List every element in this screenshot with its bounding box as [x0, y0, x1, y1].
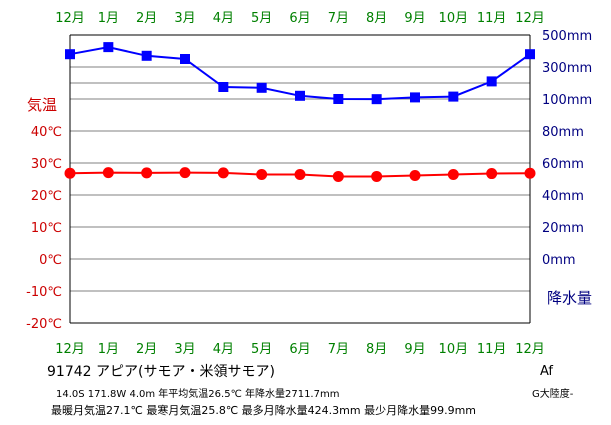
- temperature-tick-label: -20℃: [26, 317, 62, 332]
- precipitation-point: [410, 92, 420, 103]
- month-label-bottom: 12月: [55, 342, 85, 357]
- temperature-point: [102, 167, 114, 179]
- precipitation-tick-label: 100mm: [542, 93, 592, 108]
- temperature-tick-label: 30℃: [31, 157, 62, 172]
- precipitation-tick-label: 40mm: [542, 189, 584, 204]
- temperature-point: [256, 169, 268, 181]
- month-label-top: 4月: [213, 11, 234, 26]
- month-label-top: 9月: [404, 11, 425, 26]
- month-label-top: 10月: [439, 11, 469, 26]
- temperature-point: [486, 168, 498, 180]
- month-label-bottom: 11月: [477, 342, 507, 357]
- precipitation-point: [141, 50, 152, 61]
- month-label-top: 6月: [289, 11, 310, 26]
- temperature-point: [447, 169, 459, 181]
- continentality: G大陸度-: [532, 389, 574, 400]
- precipitation-point: [525, 49, 535, 60]
- month-label-top: 1月: [98, 11, 119, 26]
- precipitation-tick-label: 20mm: [542, 221, 584, 236]
- temperature-point: [141, 167, 153, 179]
- month-label-top: 12月: [55, 11, 85, 26]
- month-label-bottom: 7月: [328, 342, 349, 357]
- month-label-top: 11月: [477, 11, 507, 26]
- month-label-bottom: 2月: [136, 342, 157, 357]
- temperature-point: [371, 170, 383, 182]
- month-label-bottom: 8月: [366, 342, 387, 357]
- month-label-bottom: 9月: [404, 342, 425, 357]
- temperature-point: [64, 167, 76, 179]
- precipitation-tick-label: 80mm: [542, 125, 584, 140]
- precipitation-point: [486, 76, 497, 87]
- precipitation-point: [448, 91, 459, 102]
- temperature-point: [332, 170, 344, 182]
- month-label-bottom: 3月: [174, 342, 195, 357]
- temperature-point: [294, 169, 306, 181]
- temperature-point: [179, 167, 191, 179]
- month-label-top: 3月: [174, 11, 195, 26]
- month-label-top: 12月: [515, 11, 545, 26]
- month-label-bottom: 4月: [213, 342, 234, 357]
- precipitation-tick-label: 60mm: [542, 157, 584, 172]
- temperature-tick-label: 20℃: [31, 189, 62, 204]
- precipitation-tick-label: 0mm: [542, 253, 576, 268]
- precipitation-tick-label: 500mm: [542, 29, 592, 44]
- month-label-top: 5月: [251, 11, 272, 26]
- precipitation-point: [103, 42, 114, 53]
- temperature-tick-label: 10℃: [31, 221, 62, 236]
- month-label-top: 8月: [366, 11, 387, 26]
- month-label-bottom: 10月: [439, 342, 469, 357]
- precipitation-point: [295, 90, 305, 101]
- temperature-tick-label: -10℃: [26, 285, 62, 300]
- station-name: 91742 アピア(サモア・米領サモア): [47, 364, 275, 380]
- koppen-class: Af: [540, 364, 554, 379]
- precipitation-axis-label: 降水量: [547, 289, 592, 307]
- temperature-tick-label: 40℃: [31, 125, 62, 140]
- precipitation-point: [218, 82, 229, 92]
- temperature-tick-label: 0℃: [39, 253, 62, 268]
- month-label-bottom: 12月: [515, 342, 545, 357]
- temperature-point: [217, 167, 229, 179]
- month-label-bottom: 6月: [289, 342, 310, 357]
- precipitation-point: [256, 82, 267, 93]
- precipitation-point: [333, 94, 344, 104]
- station-extremes: 最暖月気温27.1℃ 最寒月気温25.8℃ 最多月降水量424.3mm 最少月降…: [51, 404, 477, 417]
- temperature-axis-label: 気温: [27, 96, 57, 114]
- temperature-point: [524, 167, 536, 179]
- month-label-bottom: 5月: [251, 342, 272, 357]
- precipitation-point: [371, 94, 382, 105]
- month-label-top: 2月: [136, 11, 157, 26]
- month-label-top: 7月: [328, 11, 349, 26]
- month-label-bottom: 1月: [98, 342, 119, 357]
- precipitation-tick-label: 300mm: [542, 61, 592, 76]
- precipitation-point: [180, 54, 190, 64]
- precipitation-point: [65, 49, 75, 60]
- station-summary: 14.0S 171.8W 4.0m 年平均気温26.5℃ 年降水量2711.7m…: [56, 389, 340, 400]
- temperature-point: [409, 169, 421, 181]
